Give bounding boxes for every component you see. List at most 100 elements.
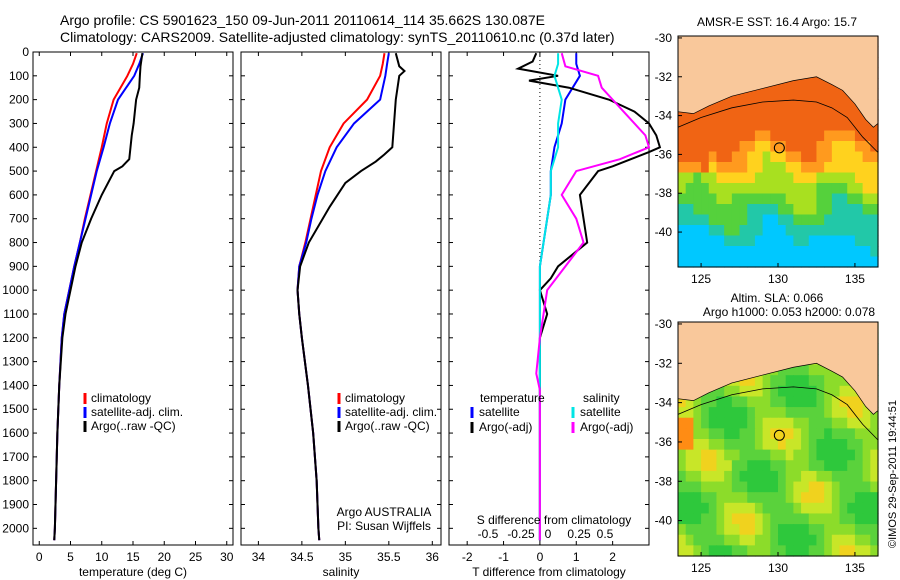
- sst_map-cell: [754, 88, 764, 100]
- sla_map-cell: [778, 428, 787, 440]
- sst_map-cell: [731, 120, 741, 132]
- sst_map-cell: [693, 225, 702, 237]
- sla_map-cell: [754, 385, 764, 398]
- sla_map-cell: [854, 470, 864, 483]
- sla_map-cell: [678, 417, 687, 429]
- sst_map-cell: [747, 204, 756, 216]
- sst-map-title: AMSR-E SST: 16.4 Argo: 15.7: [697, 15, 857, 29]
- sla_map-cell: [778, 396, 787, 408]
- sla_map-cell: [747, 502, 756, 515]
- sla_map-cell: [785, 364, 794, 376]
- sst_map-cell: [870, 151, 879, 163]
- sst_map-cell: [724, 172, 733, 184]
- sla_map-cell: [724, 385, 733, 398]
- sst_map-cell: [747, 246, 756, 258]
- sla_map-cell: [770, 470, 779, 483]
- salinity-series-line-2: [296, 52, 406, 541]
- sla_map-cell: [739, 375, 748, 387]
- sla_map-cell: [693, 396, 702, 408]
- sst_map-cell: [762, 225, 771, 237]
- sst_map-cell: [739, 193, 748, 205]
- sst_map-cell: [839, 141, 848, 153]
- sla_map-cell: [724, 481, 733, 493]
- sla_map-cell: [716, 407, 725, 419]
- sla_map-ytick-label: -34: [655, 396, 673, 410]
- sst_map-cell: [808, 256, 818, 268]
- sla_map-cell: [801, 396, 810, 408]
- sla_map-cell: [801, 492, 810, 504]
- difference-legend-label: Argo(-adj): [580, 420, 633, 434]
- sst_map-cell: [793, 130, 802, 142]
- sla_map-cell: [762, 439, 771, 451]
- sst_map-contour: [677, 99, 879, 153]
- sla_map-cell: [793, 428, 802, 440]
- sla_map-cell: [824, 396, 833, 408]
- sla_map-cell: [747, 492, 756, 504]
- sla_map-cell: [808, 481, 818, 493]
- sla_map-cell: [808, 364, 818, 376]
- sst_map-cell: [678, 193, 687, 205]
- sla_map-cell: [824, 534, 833, 546]
- sst_map-cell: [770, 151, 779, 163]
- sst_map-cell: [824, 130, 833, 142]
- sst_map-cell: [785, 256, 794, 268]
- sla_map-cell: [693, 545, 702, 557]
- sst_map-cell: [778, 141, 787, 153]
- sst_map-cell: [854, 193, 864, 205]
- sst_map-cell: [808, 162, 818, 174]
- sst_map-cell: [708, 130, 718, 142]
- sst_map-cell: [731, 130, 741, 142]
- sla_map-cell: [824, 524, 833, 536]
- sla_map-cell: [785, 428, 794, 440]
- sst_map-cell: [808, 151, 818, 163]
- sla_map-cell: [762, 513, 771, 525]
- sla_map-cell: [870, 449, 879, 461]
- sst_map-cell: [762, 256, 771, 268]
- sst_map-cell: [862, 204, 871, 216]
- sst_map-cell: [731, 204, 741, 216]
- sla_map-cell: [801, 460, 810, 472]
- sst_map-cell: [716, 130, 725, 142]
- temperature-ytick-label: 1400: [2, 378, 29, 392]
- sst_map-cell: [778, 183, 787, 195]
- sla_map-cell: [847, 396, 856, 408]
- sla_map-cell: [716, 492, 725, 504]
- difference-xtick-label: 2: [609, 550, 616, 564]
- sst_map-cell: [701, 204, 710, 216]
- sla_map-cell: [824, 492, 833, 504]
- sla_map-cell: [824, 449, 833, 461]
- sla_map-cell: [824, 481, 833, 493]
- sst_map-cell: [770, 183, 779, 195]
- sst_map-cell: [778, 193, 787, 205]
- sst_map-cell: [739, 225, 748, 237]
- sla_map-cell: [839, 492, 848, 504]
- sst_map-cell: [778, 172, 787, 184]
- sla_map-cell: [708, 407, 718, 419]
- sst_map-cell: [854, 235, 864, 247]
- sst_map-cell: [816, 162, 825, 174]
- sla_map-cell: [816, 481, 825, 493]
- sla_map-cell: [793, 524, 802, 536]
- sst_map-cell: [678, 141, 687, 153]
- sla_map-cell: [762, 460, 771, 472]
- sst_map-cell: [854, 141, 864, 153]
- sst_map-cell: [770, 225, 779, 237]
- sla_map-cell: [854, 439, 864, 451]
- sla_map-cell: [678, 396, 687, 408]
- sst_map-cell: [770, 120, 779, 132]
- sst_map-cell: [785, 204, 794, 216]
- sst_map-cell: [770, 99, 779, 111]
- sst_map-cell: [701, 109, 710, 121]
- sst_map-cell: [831, 214, 841, 226]
- sla_map-cell: [801, 449, 810, 461]
- sla_map-cell: [770, 417, 779, 429]
- sst_map-cell: [701, 130, 710, 142]
- sla_map-xtick-label: 135: [845, 561, 865, 575]
- sst_map-cell: [747, 235, 756, 247]
- sst_map-cell: [716, 141, 725, 153]
- sla_map-cell: [847, 524, 856, 536]
- sla_map-cell: [801, 470, 810, 483]
- sst_map-xtick-label: 135: [845, 272, 865, 286]
- sla_map-cell: [770, 449, 779, 461]
- sla_map-cell: [747, 449, 756, 461]
